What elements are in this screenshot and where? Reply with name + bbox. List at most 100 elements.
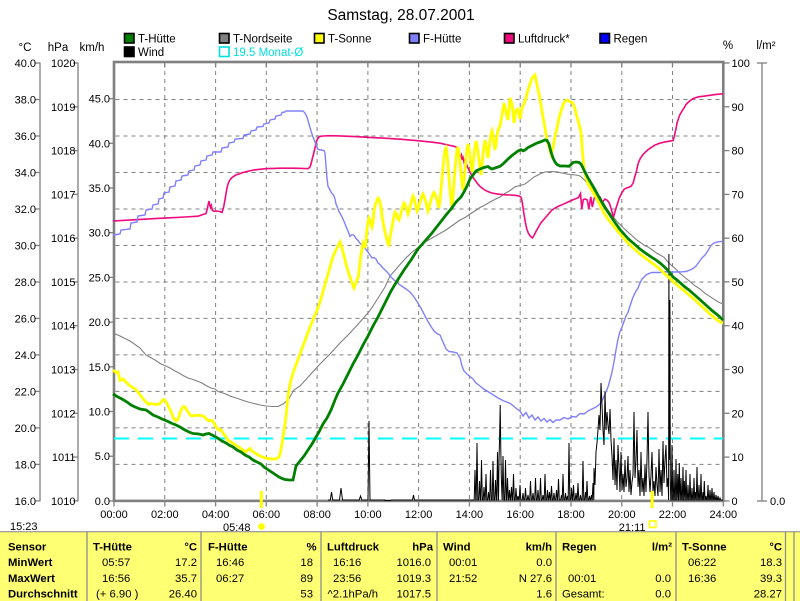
svg-text:40.0: 40.0 [15,58,36,70]
svg-text:15.0: 15.0 [89,362,110,374]
svg-text:39.3: 39.3 [760,573,782,585]
svg-text:18:00: 18:00 [557,509,585,521]
svg-text:53: 53 [300,589,313,601]
svg-text:50: 50 [732,277,744,289]
svg-text:05:57: 05:57 [102,557,130,569]
svg-text:0.0: 0.0 [770,496,785,508]
svg-text:30.0: 30.0 [89,228,110,240]
svg-text:06:27: 06:27 [216,573,244,585]
svg-text:22:00: 22:00 [659,509,687,521]
svg-text:30.0: 30.0 [15,241,36,253]
svg-text:06:00: 06:00 [253,509,281,521]
svg-text:16.0: 16.0 [15,496,36,508]
svg-text:14:00: 14:00 [456,509,484,521]
svg-text:1011: 1011 [52,452,76,464]
svg-text:^2.1hPa/h: ^2.1hPa/h [328,589,379,601]
svg-text:1010: 1010 [51,496,75,508]
svg-text:20: 20 [732,408,744,420]
svg-text:T-Hütte: T-Hütte [138,34,176,46]
svg-text:Wind: Wind [138,47,164,59]
svg-text:04:00: 04:00 [202,509,230,521]
svg-text:l/m²: l/m² [756,40,775,52]
svg-text:Wind: Wind [443,541,471,553]
svg-text:100: 100 [732,58,750,70]
svg-text:N 27.6: N 27.6 [519,573,552,585]
svg-text:19.5 Monat-Ø: 19.5 Monat-Ø [233,47,303,59]
svg-text:l/m²: l/m² [652,541,672,553]
svg-text:12:00: 12:00 [405,509,433,521]
svg-text:28.27: 28.27 [754,589,782,601]
svg-text:45.0: 45.0 [89,94,110,106]
svg-text:hPa: hPa [48,42,69,54]
svg-text:34.0: 34.0 [15,168,36,180]
svg-text:5.0: 5.0 [95,451,110,463]
svg-text:(+ 6.90 ): (+ 6.90 ) [96,589,139,601]
svg-text:00:01: 00:01 [568,573,596,585]
svg-text:26.40: 26.40 [169,589,197,601]
svg-text:1017: 1017 [51,189,75,201]
svg-text:21:52: 21:52 [449,573,477,585]
svg-text:0: 0 [732,496,738,508]
svg-text:Gesamt:: Gesamt: [562,589,605,601]
svg-text:°C: °C [19,42,32,54]
svg-text:08:00: 08:00 [303,509,331,521]
svg-text:0.0: 0.0 [95,496,110,508]
svg-text:10.0: 10.0 [89,407,110,419]
svg-text:20:00: 20:00 [608,509,636,521]
svg-text:MinWert: MinWert [8,557,53,569]
svg-text:MaxWert: MaxWert [8,573,55,585]
svg-text:24:00: 24:00 [710,509,738,521]
svg-text:1020: 1020 [51,58,75,70]
svg-text:1017.5: 1017.5 [396,589,431,601]
svg-text:36.0: 36.0 [15,131,36,143]
svg-text:18.0: 18.0 [15,459,36,471]
svg-text:0.0: 0.0 [655,573,671,585]
svg-text:1019: 1019 [51,102,75,114]
svg-text:30: 30 [732,365,744,377]
svg-text:1016: 1016 [51,233,75,245]
svg-text:22.0: 22.0 [15,386,36,398]
svg-text:38.0: 38.0 [15,95,36,107]
svg-text:16:46: 16:46 [216,557,244,569]
svg-text:0.0: 0.0 [655,589,671,601]
svg-text:00:00: 00:00 [100,509,128,521]
svg-text:1.6: 1.6 [536,589,552,601]
svg-text:%: % [723,40,733,52]
svg-text:10:00: 10:00 [354,509,382,521]
svg-text:89: 89 [300,573,313,585]
svg-text:26.0: 26.0 [15,313,36,325]
svg-text:70: 70 [732,189,744,201]
svg-text:35.7: 35.7 [175,573,197,585]
svg-text:T-Sonne: T-Sonne [682,541,727,553]
svg-text:23:56: 23:56 [333,573,361,585]
svg-text:90: 90 [732,102,744,114]
svg-text:1018: 1018 [51,146,75,158]
svg-text:°C: °C [184,541,197,553]
svg-text:28.0: 28.0 [15,277,36,289]
svg-text:F-Hütte: F-Hütte [423,34,461,46]
svg-text:Luftdruck: Luftdruck [327,541,380,553]
svg-text:60: 60 [732,233,744,245]
svg-text:40: 40 [732,321,744,333]
svg-text:1016.0: 1016.0 [396,557,431,569]
svg-text:05:48: 05:48 [223,522,251,534]
svg-text:21:11: 21:11 [619,522,646,534]
svg-text:T-Nordseite: T-Nordseite [233,34,292,46]
svg-text:Regen: Regen [614,34,648,46]
svg-text:Sensor: Sensor [8,541,47,553]
svg-text:1013: 1013 [51,365,75,377]
svg-text:32.0: 32.0 [15,204,36,216]
svg-text:24.0: 24.0 [15,350,36,362]
svg-text:20.0: 20.0 [15,423,36,435]
svg-text:16:16: 16:16 [333,557,361,569]
svg-text:1014: 1014 [51,321,75,333]
svg-text:1012: 1012 [51,408,75,420]
svg-text:Durchschnitt: Durchschnitt [8,589,78,601]
svg-text:16:56: 16:56 [102,573,130,585]
svg-text:15:23: 15:23 [10,521,38,533]
svg-text:25.0: 25.0 [89,272,110,284]
svg-text:10: 10 [732,452,744,464]
svg-text:40.0: 40.0 [89,138,110,150]
svg-text:km/h: km/h [526,541,552,553]
svg-text:20.0: 20.0 [89,317,110,329]
